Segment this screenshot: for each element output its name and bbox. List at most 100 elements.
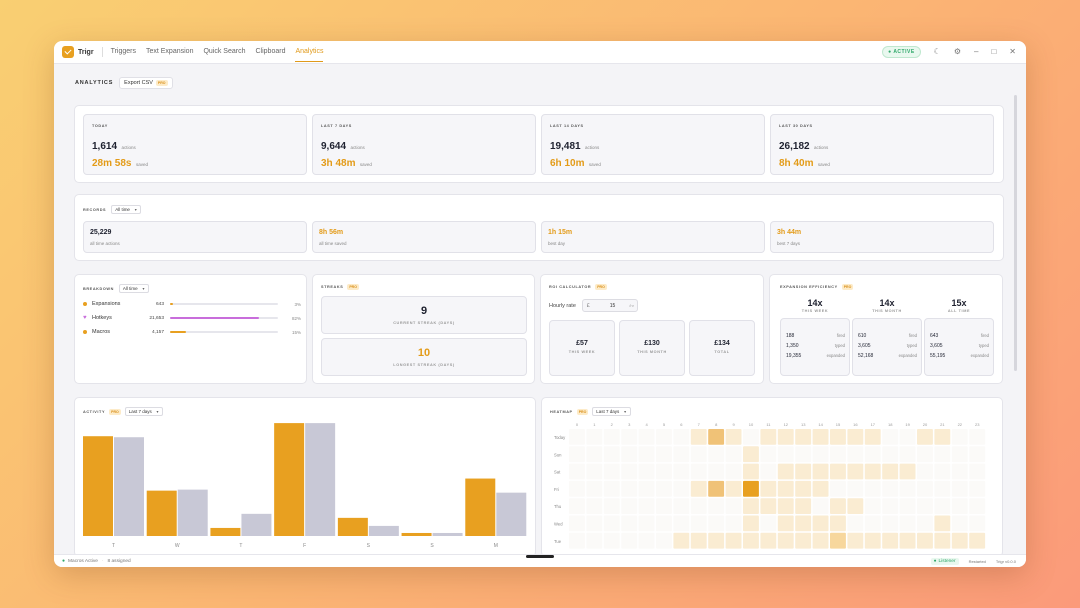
heatmap-cell[interactable]	[847, 515, 864, 532]
tab-text-expansion[interactable]: Text Expansion	[145, 48, 194, 55]
heatmap-cell[interactable]	[864, 446, 881, 463]
heatmap-cell[interactable]	[917, 463, 933, 480]
tab-analytics[interactable]: Analytics	[295, 42, 324, 62]
heatmap-cell[interactable]	[638, 532, 655, 549]
heatmap-cell[interactable]	[690, 480, 707, 497]
heatmap-cell[interactable]	[830, 498, 846, 514]
heatmap-cell[interactable]	[725, 480, 742, 497]
heatmap-cell[interactable]	[569, 429, 585, 445]
heatmap-cell[interactable]	[934, 429, 951, 445]
heatmap-cell[interactable]	[656, 515, 672, 532]
heatmap-cell[interactable]	[934, 463, 951, 480]
heatmap-cell[interactable]	[725, 463, 742, 480]
heatmap-cell[interactable]	[812, 498, 829, 514]
heatmap-cell[interactable]	[603, 480, 620, 497]
heatmap-cell[interactable]	[638, 446, 655, 463]
hourly-rate-input[interactable]: £ 15 /hr	[581, 299, 638, 312]
heatmap-cell[interactable]	[917, 480, 933, 497]
heatmap-cell[interactable]	[917, 429, 933, 445]
heatmap-cell[interactable]	[795, 515, 812, 532]
heatmap-cell[interactable]	[656, 498, 672, 514]
heatmap-cell[interactable]	[951, 515, 968, 532]
heatmap-cell[interactable]	[777, 532, 794, 549]
heatmap-cell[interactable]	[673, 498, 690, 514]
heatmap-cell[interactable]	[656, 446, 672, 463]
heatmap-cell[interactable]	[899, 515, 916, 532]
heatmap-cell[interactable]	[673, 446, 690, 463]
heatmap-cell[interactable]	[951, 429, 968, 445]
heatmap-cell[interactable]	[725, 429, 742, 445]
heatmap-cell[interactable]	[777, 480, 794, 497]
heatmap-cell[interactable]	[621, 480, 638, 497]
heatmap-cell[interactable]	[847, 446, 864, 463]
heatmap-cell[interactable]	[777, 498, 794, 514]
heatmap-cell[interactable]	[812, 463, 829, 480]
heatmap-cell[interactable]	[882, 480, 899, 497]
heatmap-cell[interactable]	[690, 515, 707, 532]
breakdown-range-select[interactable]: All time ▼	[118, 284, 150, 293]
heatmap-cell[interactable]	[656, 463, 672, 480]
heatmap-cell[interactable]	[603, 532, 620, 549]
maximize-icon[interactable]: □	[991, 47, 997, 56]
heatmap-cell[interactable]	[899, 532, 916, 549]
heatmap-cell[interactable]	[621, 532, 638, 549]
heatmap-cell[interactable]	[830, 446, 846, 463]
heatmap-cell[interactable]	[777, 515, 794, 532]
heatmap-cell[interactable]	[847, 463, 864, 480]
heatmap-cell[interactable]	[934, 532, 951, 549]
heatmap-cell[interactable]	[743, 446, 759, 463]
heatmap-cell[interactable]	[725, 515, 742, 532]
heatmap-cell[interactable]	[969, 429, 986, 445]
heatmap-cell[interactable]	[812, 480, 829, 497]
heatmap-cell[interactable]	[708, 515, 725, 532]
heatmap-cell[interactable]	[777, 429, 794, 445]
heatmap-cell[interactable]	[638, 498, 655, 514]
heatmap-cell[interactable]	[638, 463, 655, 480]
heatmap-cell[interactable]	[917, 532, 933, 549]
heatmap-cell[interactable]	[760, 429, 777, 445]
activity-range-select[interactable]: Last 7 days ▼	[124, 407, 164, 416]
heatmap-range-select[interactable]: Last 7 days ▼	[592, 407, 631, 416]
heatmap-cell[interactable]	[621, 498, 638, 514]
heatmap-cell[interactable]	[708, 498, 725, 514]
heatmap-cell[interactable]	[882, 515, 899, 532]
heatmap-cell[interactable]	[847, 429, 864, 445]
heatmap-cell[interactable]	[795, 446, 812, 463]
heatmap-cell[interactable]	[621, 446, 638, 463]
heatmap-cell[interactable]	[951, 463, 968, 480]
scrollbar[interactable]	[1014, 95, 1017, 371]
heatmap-cell[interactable]	[603, 446, 620, 463]
heatmap-cell[interactable]	[621, 515, 638, 532]
heatmap-cell[interactable]	[690, 532, 707, 549]
heatmap-cell[interactable]	[882, 532, 899, 549]
heatmap-cell[interactable]	[743, 480, 759, 497]
heatmap-cell[interactable]	[621, 429, 638, 445]
heatmap-cell[interactable]	[934, 446, 951, 463]
heatmap-cell[interactable]	[864, 515, 881, 532]
heatmap-cell[interactable]	[917, 515, 933, 532]
heatmap-cell[interactable]	[777, 463, 794, 480]
heatmap-cell[interactable]	[951, 532, 968, 549]
heatmap-cell[interactable]	[969, 480, 986, 497]
heatmap-cell[interactable]	[917, 446, 933, 463]
heatmap-cell[interactable]	[864, 463, 881, 480]
heatmap-cell[interactable]	[586, 429, 603, 445]
tab-clipboard[interactable]: Clipboard	[255, 48, 286, 55]
heatmap-cell[interactable]	[795, 480, 812, 497]
heatmap-cell[interactable]	[951, 480, 968, 497]
minimize-icon[interactable]: –	[974, 47, 979, 56]
heatmap-cell[interactable]	[569, 498, 585, 514]
heatmap-cell[interactable]	[969, 446, 986, 463]
heatmap-cell[interactable]	[638, 480, 655, 497]
heatmap-cell[interactable]	[864, 532, 881, 549]
heatmap-cell[interactable]	[969, 498, 986, 514]
heatmap-cell[interactable]	[934, 498, 951, 514]
heatmap-cell[interactable]	[708, 429, 725, 445]
heatmap-cell[interactable]	[795, 498, 812, 514]
heatmap-cell[interactable]	[690, 463, 707, 480]
heatmap-cell[interactable]	[743, 515, 759, 532]
heatmap-cell[interactable]	[847, 498, 864, 514]
records-range-select[interactable]: All time ▼	[111, 205, 142, 214]
heatmap-cell[interactable]	[690, 498, 707, 514]
heatmap-cell[interactable]	[760, 515, 777, 532]
